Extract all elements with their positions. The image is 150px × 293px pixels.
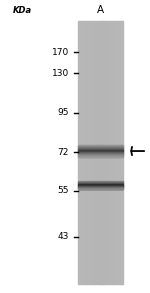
Bar [113, 21, 114, 284]
Bar [94, 21, 95, 284]
Bar [100, 21, 101, 284]
Bar [85, 21, 86, 284]
Bar [82, 21, 83, 284]
Bar [88, 21, 89, 284]
Bar [98, 21, 99, 284]
Bar [99, 21, 100, 284]
Bar [96, 21, 97, 284]
Bar [121, 21, 122, 284]
Bar [92, 21, 93, 284]
Bar [112, 21, 113, 284]
Bar [115, 21, 116, 284]
Text: 43: 43 [58, 232, 69, 241]
Bar [105, 21, 106, 284]
Bar [79, 21, 80, 284]
Bar [122, 21, 123, 284]
Bar [81, 21, 82, 284]
Bar [100, 21, 101, 284]
Text: A: A [97, 5, 104, 15]
Bar [120, 21, 121, 284]
Bar [97, 21, 98, 284]
Bar [87, 21, 88, 284]
Bar [114, 21, 115, 284]
Bar [80, 21, 81, 284]
Bar [111, 21, 112, 284]
Bar [86, 21, 87, 284]
Bar [102, 21, 103, 284]
Bar [82, 21, 83, 284]
Bar [94, 21, 95, 284]
Bar [117, 21, 118, 284]
Bar [84, 21, 85, 284]
Text: 95: 95 [57, 108, 69, 117]
Bar [118, 21, 119, 284]
Text: KDa: KDa [13, 6, 32, 16]
Bar [88, 21, 89, 284]
Bar [103, 21, 104, 284]
Bar [90, 21, 91, 284]
Bar [83, 21, 84, 284]
Bar [104, 21, 105, 284]
Bar [78, 21, 79, 284]
Bar [103, 21, 104, 284]
Bar [101, 21, 102, 284]
Bar [91, 21, 92, 284]
Bar [106, 21, 107, 284]
Text: 170: 170 [52, 48, 69, 57]
Bar [107, 21, 108, 284]
Bar [112, 21, 113, 284]
Text: 55: 55 [57, 186, 69, 195]
Bar [85, 21, 86, 284]
Bar [106, 21, 107, 284]
Bar [116, 21, 117, 284]
Bar [119, 21, 120, 284]
Text: 130: 130 [52, 69, 69, 78]
Text: 72: 72 [58, 148, 69, 157]
Bar [89, 21, 90, 284]
Bar [110, 21, 111, 284]
Bar [95, 21, 96, 284]
Bar [108, 21, 109, 284]
Bar [93, 21, 94, 284]
Bar [109, 21, 110, 284]
Bar [118, 21, 119, 284]
